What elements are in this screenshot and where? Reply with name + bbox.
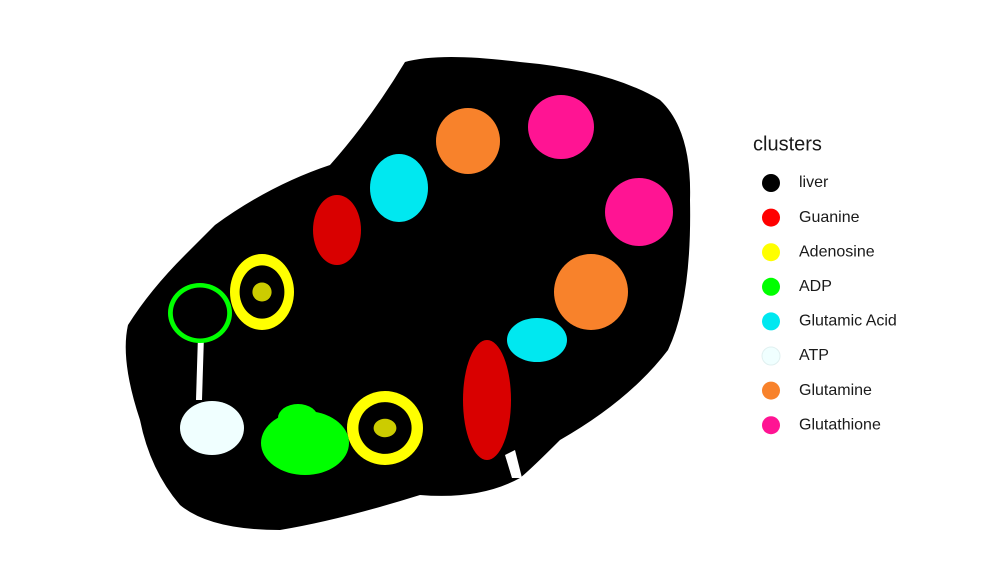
legend-title: clusters (753, 133, 822, 155)
legend-key (762, 416, 780, 435)
region (528, 95, 594, 159)
legend-key (762, 208, 780, 227)
region (180, 401, 244, 455)
legend-label: Adenosine (799, 243, 875, 260)
legend-label: Guanine (799, 209, 860, 226)
region-core-spot (252, 282, 272, 302)
legend-label: Glutamine (799, 382, 872, 399)
legend-key (762, 312, 780, 331)
legend-key (762, 243, 780, 262)
region (278, 404, 318, 432)
legend-label: Glutathione (799, 416, 881, 433)
tissue (125, 57, 691, 530)
region-core-spot (373, 418, 397, 438)
region-core (172, 287, 228, 339)
legend-label: liver (799, 174, 829, 191)
legend-key (762, 277, 780, 296)
region (605, 178, 673, 246)
region (436, 108, 500, 174)
region (507, 318, 567, 362)
region (554, 254, 628, 330)
tissue-map (125, 57, 691, 530)
region (463, 340, 511, 460)
region (370, 154, 428, 222)
region (313, 195, 361, 265)
legend-label: ADP (799, 278, 832, 295)
legend-key (762, 174, 780, 192)
tissue-gap (505, 450, 522, 478)
legend-key (761, 346, 781, 366)
legend-label: Glutamic Acid (799, 313, 897, 330)
tissue-gap (196, 335, 204, 400)
legend-label: ATP (799, 347, 829, 364)
legend-key (762, 381, 780, 400)
